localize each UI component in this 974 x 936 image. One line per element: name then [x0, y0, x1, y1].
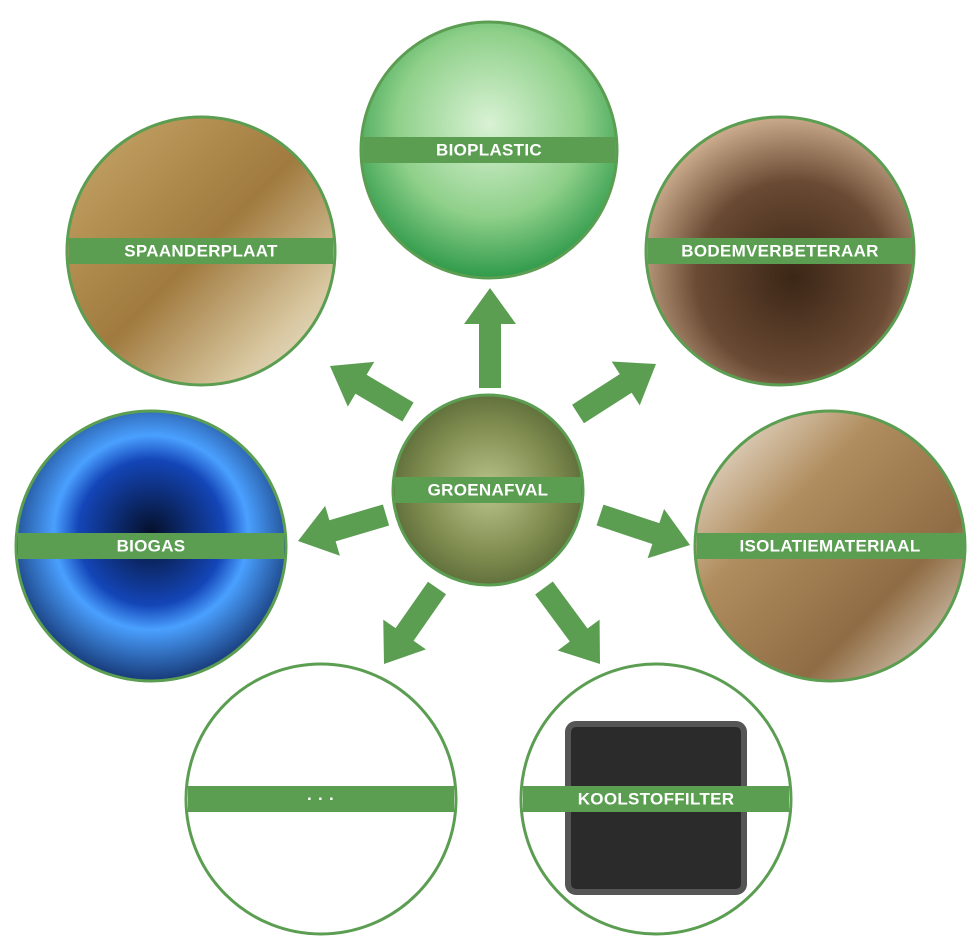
- node: ISOLATIEMATERIAAL: [693, 409, 967, 683]
- label-band: [395, 477, 581, 503]
- label-band: [523, 786, 789, 812]
- node-label: BIOPLASTIC: [436, 140, 542, 159]
- node: KOOLSTOFFILTER: [519, 662, 793, 936]
- node: GROENAFVAL: [391, 393, 585, 587]
- node-label: BODEMVERBETERAAR: [681, 241, 878, 260]
- node-label: ISOLATIEMATERIAAL: [739, 536, 920, 555]
- node-label: BIOGAS: [117, 536, 186, 555]
- node: BODEMVERBETERAAR: [644, 115, 916, 387]
- node-label: SPAANDERPLAAT: [124, 241, 278, 260]
- node: · · ·: [184, 662, 458, 936]
- arrow: [596, 504, 690, 559]
- label-band: [697, 533, 963, 559]
- arrow: [572, 361, 656, 424]
- label-band: [648, 238, 912, 264]
- node-label: · · ·: [307, 789, 335, 808]
- arrows: [298, 288, 690, 664]
- node-label: GROENAFVAL: [428, 480, 549, 499]
- node: SPAANDERPLAAT: [65, 115, 337, 387]
- label-band: [69, 238, 333, 264]
- arrow: [535, 581, 600, 664]
- label-band: [18, 533, 284, 559]
- label-band: [363, 137, 615, 163]
- arrow: [464, 288, 516, 388]
- node: BIOPLASTIC: [359, 20, 619, 280]
- arrow: [383, 581, 447, 664]
- arrow: [330, 361, 414, 422]
- node-label: KOOLSTOFFILTER: [578, 789, 735, 808]
- arrow: [298, 504, 390, 556]
- label-band: [188, 786, 454, 812]
- node: BIOGAS: [14, 409, 288, 683]
- nodes: BIOPLASTIC SPAANDERPLAAT BODEMVERBETERAAR B…: [14, 20, 967, 936]
